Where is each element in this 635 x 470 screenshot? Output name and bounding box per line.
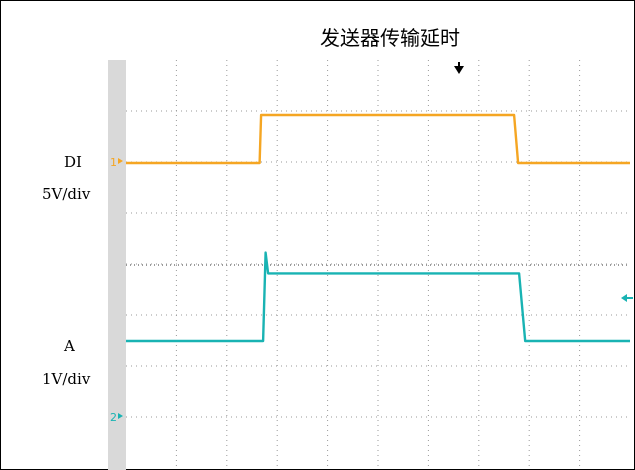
chart-title: 发送器传输延时 <box>320 26 460 50</box>
channel-a-scale: 1V/div <box>42 370 91 388</box>
channel-marker-1: 1 <box>110 156 117 169</box>
scope-grid <box>126 60 630 470</box>
channel-di-scale: 5V/div <box>42 185 91 203</box>
trace-a <box>126 251 630 343</box>
trigger-position-icon <box>454 66 464 74</box>
channel-marker-strip <box>108 60 126 470</box>
trace-di <box>126 113 630 165</box>
channel-marker-2: 2 <box>110 411 117 424</box>
channel-a-name: A <box>64 337 75 355</box>
trigger-level-icon <box>621 294 627 302</box>
channel-marker-arrow-icon <box>118 158 123 164</box>
scope-traces <box>126 113 630 343</box>
channel-marker-arrow-icon <box>118 413 123 419</box>
channel-di-name: DI <box>64 153 82 171</box>
channel-markers: 12 <box>110 156 123 424</box>
